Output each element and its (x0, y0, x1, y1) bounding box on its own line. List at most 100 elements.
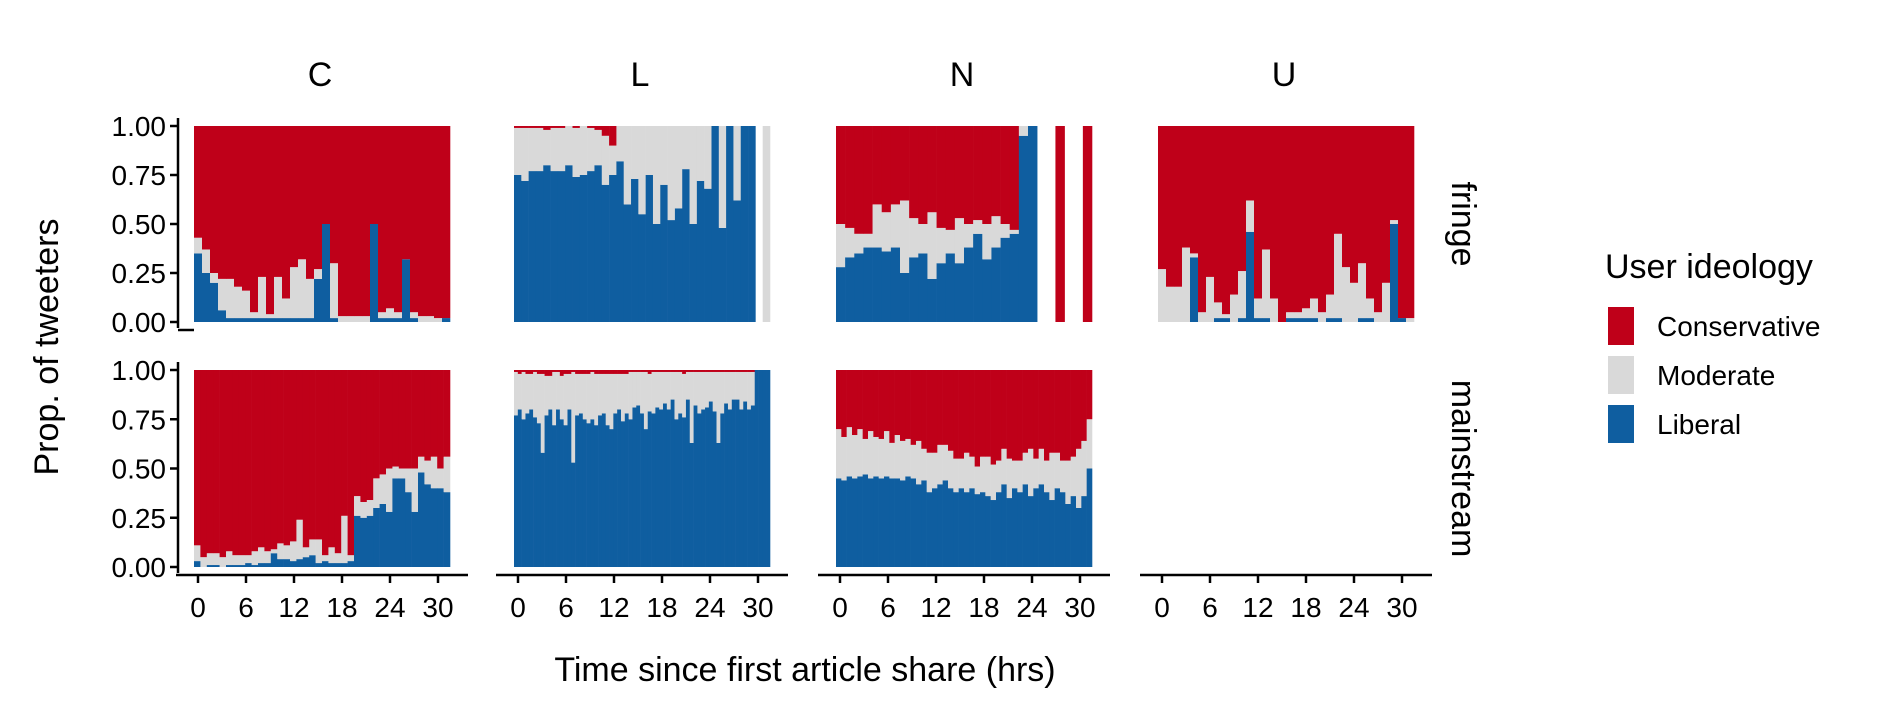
x-tick-label-U-1: 6 (1202, 592, 1218, 623)
panel-L-mainstream (514, 370, 771, 567)
bar-L-mainstream-23-liberal (601, 413, 606, 567)
bar-L-fringe-29-liberal (726, 126, 734, 322)
bar-N-mainstream-4-moderate (857, 429, 863, 477)
bar-N-fringe-15-liberal (973, 233, 983, 322)
bar-N-fringe-1-conservative (845, 126, 855, 228)
bar-U-fringe-31-conservative (1406, 126, 1415, 319)
bar-L-fringe-4-moderate (543, 129, 551, 166)
bar-N-mainstream-30-conservative (996, 370, 1002, 461)
bar-C-mainstream-14-liberal (283, 559, 291, 567)
legend-key-liberal (1608, 405, 1634, 443)
bar-L-fringe-14-moderate (616, 126, 625, 162)
bar-L-fringe-4-conservative (543, 126, 551, 130)
bar-C-fringe-1-liberal (202, 273, 211, 322)
bar-L-fringe-32-liberal (748, 126, 756, 322)
x-tick-label-C-5: 30 (422, 592, 453, 623)
bar-N-fringe-7-moderate (900, 200, 910, 273)
bar-L-mainstream-57-moderate (731, 371, 736, 400)
x-tick-label-L-0: 0 (510, 592, 526, 623)
bar-C-mainstream-17-moderate (302, 547, 310, 558)
bar-N-mainstream-45-conservative (1076, 370, 1082, 449)
bar-L-mainstream-31-conservative (632, 370, 637, 372)
bar-C-mainstream-10-moderate (258, 547, 265, 564)
bar-L-mainstream-59-liberal (739, 409, 744, 567)
bar-C-mainstream-16-liberal (296, 559, 304, 567)
bar-L-mainstream-36-liberal (651, 413, 656, 567)
bar-C-fringe-15-moderate (314, 269, 323, 279)
bar-C-fringe-27-conservative (410, 126, 419, 313)
bar-C-mainstream-25-moderate (354, 496, 361, 516)
column-facet-label-C: C (308, 56, 333, 94)
bar-N-mainstream-4-liberal (857, 476, 863, 567)
bar-N-fringe-17-liberal (991, 247, 1001, 322)
bar-C-fringe-3-moderate (218, 278, 227, 311)
bar-C-mainstream-20-liberal (322, 561, 329, 567)
bar-N-mainstream-44-moderate (1070, 456, 1077, 497)
bar-C-mainstream-17-liberal (302, 557, 310, 567)
x-tick-label-L-4: 24 (694, 592, 725, 623)
bar-U-fringe-22-moderate (1334, 233, 1343, 319)
bar-L-mainstream-3-liberal (525, 413, 530, 567)
bar-C-fringe-5-moderate (234, 286, 243, 319)
bar-N-mainstream-19-moderate (937, 444, 943, 485)
bar-L-mainstream-22-liberal (598, 415, 603, 567)
bar-N-mainstream-7-liberal (873, 476, 879, 567)
bar-N-mainstream-47-liberal (1086, 468, 1093, 567)
bar-L-mainstream-48-liberal (697, 413, 702, 567)
bar-C-mainstream-5-liberal (226, 565, 233, 567)
bar-L-mainstream-40-liberal (666, 409, 671, 567)
bar-N-fringe-4-conservative (872, 126, 883, 205)
bar-N-fringe-18-conservative (1000, 126, 1011, 224)
bar-N-mainstream-8-moderate (878, 438, 885, 479)
bar-N-fringe-14-moderate (964, 224, 974, 248)
bar-U-fringe-6-conservative (1206, 126, 1215, 277)
x-tick-label-U-2: 12 (1242, 592, 1273, 623)
bar-C-mainstream-18-moderate (309, 539, 316, 556)
bar-N-mainstream-14-moderate (910, 444, 917, 479)
x-tick-label-C-2: 12 (278, 592, 309, 623)
bar-L-mainstream-52-moderate (712, 371, 717, 412)
bar-C-mainstream-19-conservative (315, 370, 323, 540)
bar-U-fringe-8-conservative (1222, 126, 1231, 315)
bar-C-fringe-28-conservative (418, 126, 427, 317)
bar-N-fringe-16-moderate (982, 224, 992, 260)
bar-L-mainstream-1-conservative (517, 370, 522, 374)
bar-L-mainstream-30-moderate (628, 371, 633, 420)
bar-N-fringe-10-liberal (927, 278, 937, 322)
bar-L-mainstream-41-moderate (670, 371, 675, 400)
bar-N-fringe-15-conservative (973, 126, 983, 221)
bar-C-mainstream-4-moderate (219, 557, 227, 567)
bar-N-mainstream-10-conservative (889, 370, 895, 443)
bar-N-mainstream-41-conservative (1054, 370, 1061, 453)
bar-N-mainstream-16-moderate (921, 448, 927, 481)
bar-C-mainstream-24-moderate (347, 555, 355, 562)
bar-L-mainstream-5-conservative (533, 370, 538, 372)
bar-N-fringe-5-moderate (881, 212, 892, 252)
bar-U-fringe-22-liberal (1334, 318, 1343, 322)
bar-N-fringe-16-conservative (982, 126, 992, 224)
bar-L-mainstream-9-conservative (548, 370, 553, 376)
bar-U-fringe-29-moderate (1390, 220, 1399, 224)
bar-L-fringe-17-moderate (638, 126, 646, 215)
bar-N-fringe-5-liberal (881, 251, 892, 322)
bar-C-mainstream-1-conservative (200, 370, 208, 558)
bar-L-fringe-16-moderate (631, 126, 639, 179)
bar-N-fringe-19-liberal (1009, 233, 1020, 322)
bar-L-mainstream-61-liberal (747, 409, 752, 567)
bar-N-mainstream-38-moderate (1038, 448, 1045, 485)
bar-N-mainstream-14-liberal (910, 478, 917, 567)
y-tick-label-mainstream-2: 0.50 (112, 454, 167, 485)
bar-C-fringe-4-liberal (226, 318, 235, 322)
bar-U-fringe-21-liberal (1326, 318, 1335, 322)
bar-L-mainstream-26-conservative (613, 370, 618, 374)
bar-C-mainstream-22-moderate (334, 553, 342, 564)
bar-L-fringe-10-conservative (587, 126, 595, 128)
bar-C-mainstream-6-conservative (232, 370, 240, 556)
bar-N-mainstream-0-moderate (836, 429, 842, 479)
bar-C-fringe-21-moderate (362, 316, 371, 322)
bar-L-mainstream-17-moderate (578, 373, 584, 414)
bar-N-mainstream-26-liberal (974, 494, 981, 567)
bar-L-fringe-3-liberal (535, 171, 544, 322)
bar-L-mainstream-11-liberal (556, 409, 561, 567)
bar-U-fringe-21-moderate (1326, 294, 1335, 319)
